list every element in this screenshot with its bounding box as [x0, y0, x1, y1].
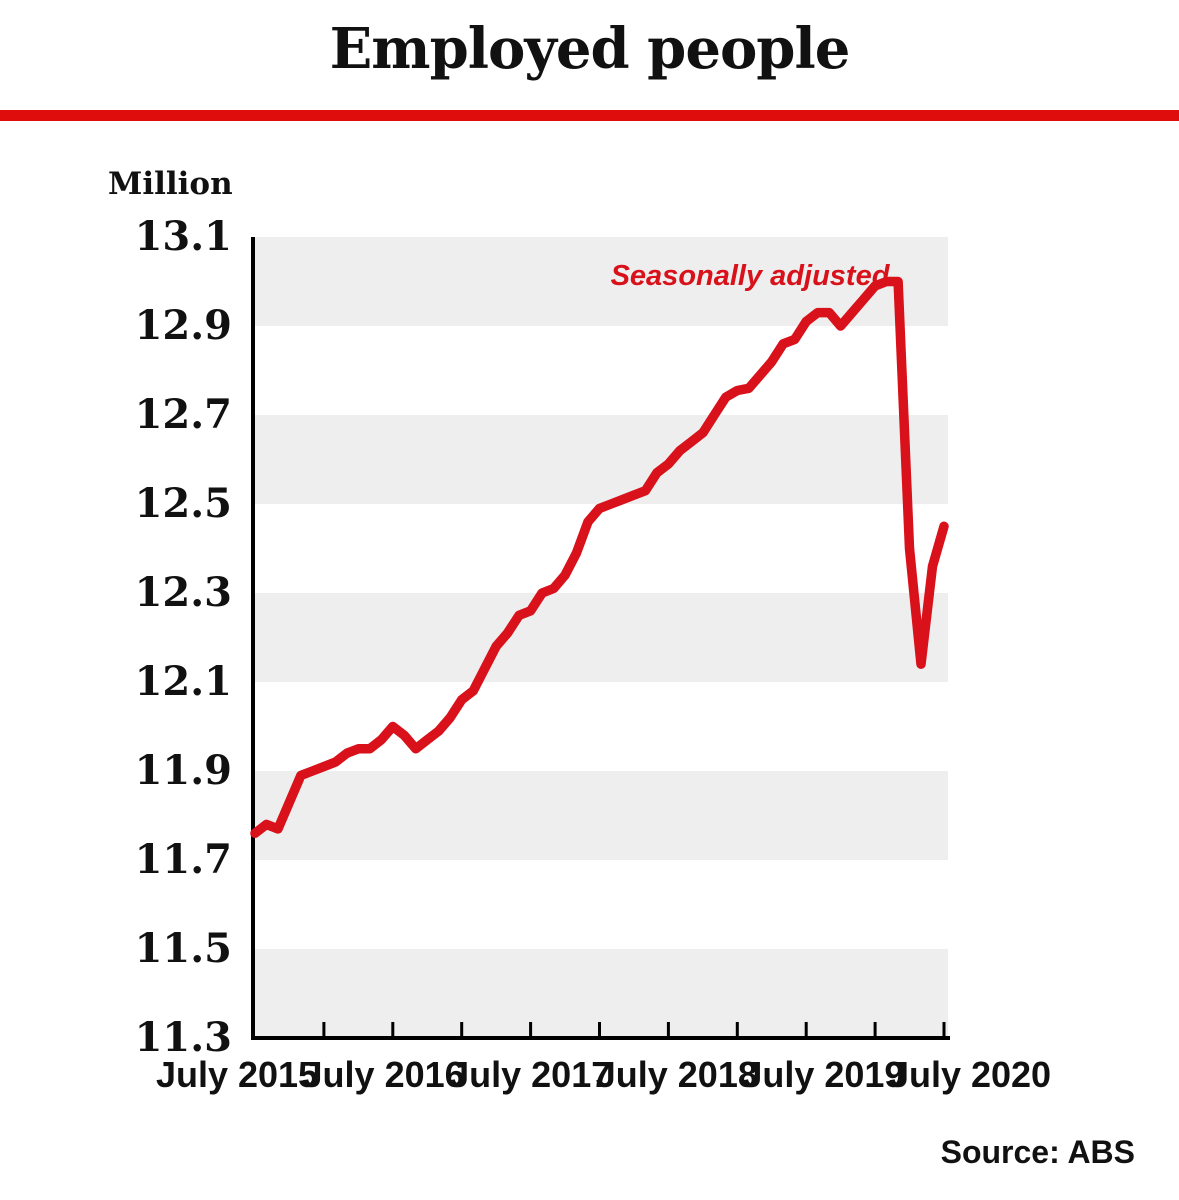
y-tick-label: 13.1	[134, 213, 232, 260]
x-tick-label: July 2020	[888, 1054, 1052, 1095]
y-tick-label: 12.3	[134, 569, 232, 616]
x-tick	[804, 1022, 808, 1036]
x-axis-ticks	[322, 1022, 946, 1036]
y-tick-label: 11.5	[134, 925, 232, 972]
chart-title: Employed people	[329, 16, 851, 82]
y-tick-label: 12.9	[134, 302, 232, 349]
grid-band	[254, 593, 948, 682]
header-rule	[0, 110, 1179, 121]
x-tick	[735, 1022, 739, 1036]
x-tick	[598, 1022, 601, 1036]
y-tick-label: 11.7	[134, 836, 232, 883]
x-axis-line	[251, 1036, 950, 1040]
x-tick-label: July 2019	[742, 1054, 905, 1095]
x-tick	[666, 1022, 670, 1036]
y-tick-label: 12.5	[134, 480, 232, 527]
x-tick	[322, 1022, 326, 1036]
x-tick	[942, 1022, 946, 1036]
x-tick	[873, 1022, 877, 1036]
source-label: Source: ABS	[940, 1134, 1135, 1170]
y-tick-label: 11.3	[134, 1014, 232, 1061]
y-tick-label: 12.7	[134, 391, 232, 438]
grid-band	[254, 771, 948, 860]
employment-line	[250, 276, 949, 839]
grid-bands	[254, 237, 948, 1038]
y-tick-label: 12.1	[134, 658, 232, 705]
x-tick	[460, 1022, 464, 1036]
y-axis-line	[251, 237, 255, 1040]
grid-band	[254, 415, 948, 504]
x-tick	[529, 1022, 533, 1036]
x-tick-label: July 2017	[449, 1054, 612, 1095]
x-tick	[391, 1022, 395, 1036]
series-annotation: Seasonally adjusted	[610, 260, 890, 292]
x-tick-label: July 2015	[155, 1054, 319, 1095]
y-tick-label: 11.9	[134, 747, 232, 794]
y-axis-unit-label: Million	[108, 166, 233, 202]
x-tick-label: July 2016	[302, 1054, 465, 1095]
x-tick-label: July 2018	[595, 1054, 758, 1095]
